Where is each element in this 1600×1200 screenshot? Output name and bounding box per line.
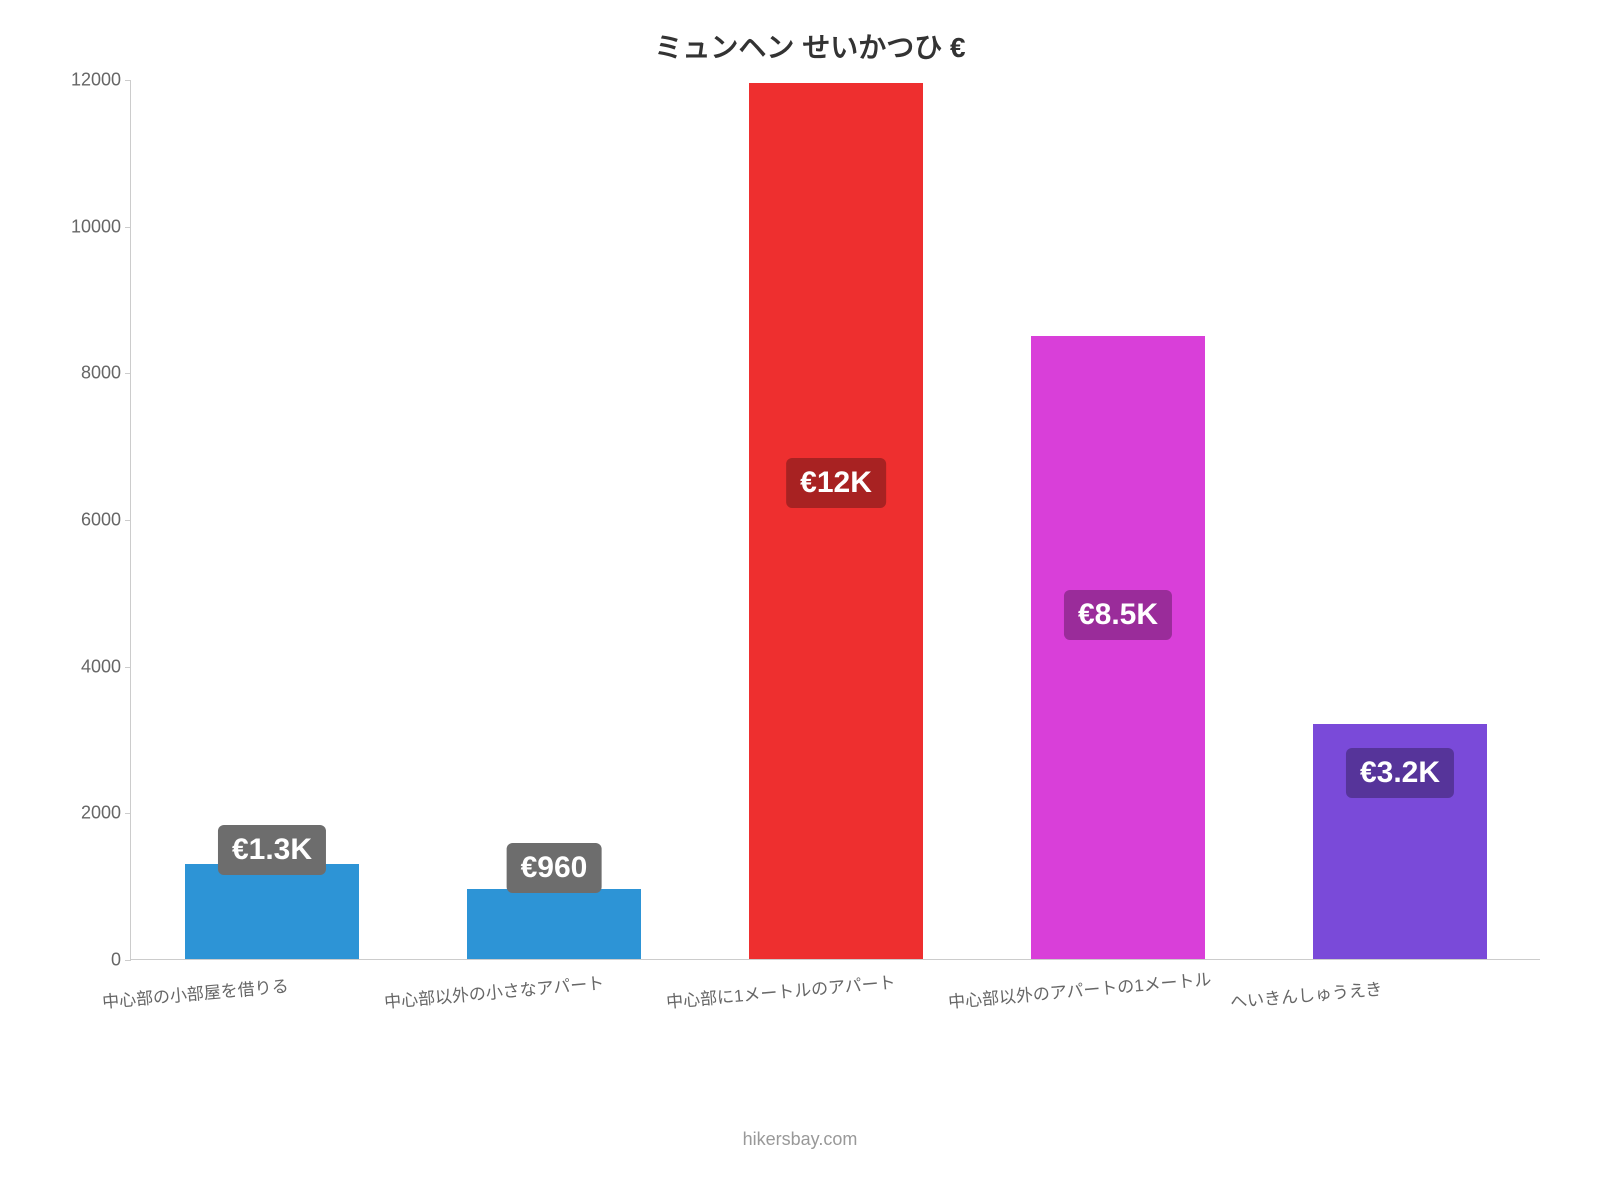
x-category-label: 中心部以外の小さなアパート [383, 969, 605, 1013]
chart-container: ミュンヘン せいかつひ € 02000400060008000100001200… [60, 20, 1560, 1080]
bar [467, 889, 642, 959]
y-tick-mark [125, 960, 131, 961]
bar-value-label: €1.3K [218, 825, 326, 875]
plot-area: 020004000600080001000012000€1.3K中心部の小部屋を… [130, 80, 1540, 960]
bar-value-label: €8.5K [1064, 590, 1172, 640]
x-category-label: 中心部の小部屋を借りる [101, 972, 289, 1013]
y-tick-label: 12000 [71, 70, 121, 91]
y-tick-label: 8000 [71, 363, 121, 384]
x-category-label: 中心部に1メートルのアパート [665, 968, 896, 1013]
bar [1031, 336, 1206, 959]
y-tick-mark [125, 373, 131, 374]
footer-attribution: hikersbay.com [0, 1129, 1600, 1150]
y-tick-label: 2000 [71, 803, 121, 824]
bar [185, 864, 360, 959]
y-tick-label: 0 [71, 950, 121, 971]
y-tick-mark [125, 80, 131, 81]
bar [749, 83, 924, 959]
chart-title: ミュンヘン せいかつひ € [60, 20, 1560, 76]
x-category-label: へいきんしゅうえき [1229, 975, 1383, 1013]
y-tick-label: 10000 [71, 216, 121, 237]
bar-value-label: €12K [786, 458, 886, 508]
x-category-label: 中心部以外のアパートの1メートル [947, 965, 1212, 1013]
y-tick-mark [125, 227, 131, 228]
y-tick-mark [125, 520, 131, 521]
y-tick-label: 6000 [71, 510, 121, 531]
bar-value-label: €960 [507, 843, 602, 893]
y-tick-label: 4000 [71, 656, 121, 677]
y-tick-mark [125, 813, 131, 814]
bar-value-label: €3.2K [1346, 748, 1454, 798]
y-tick-mark [125, 667, 131, 668]
